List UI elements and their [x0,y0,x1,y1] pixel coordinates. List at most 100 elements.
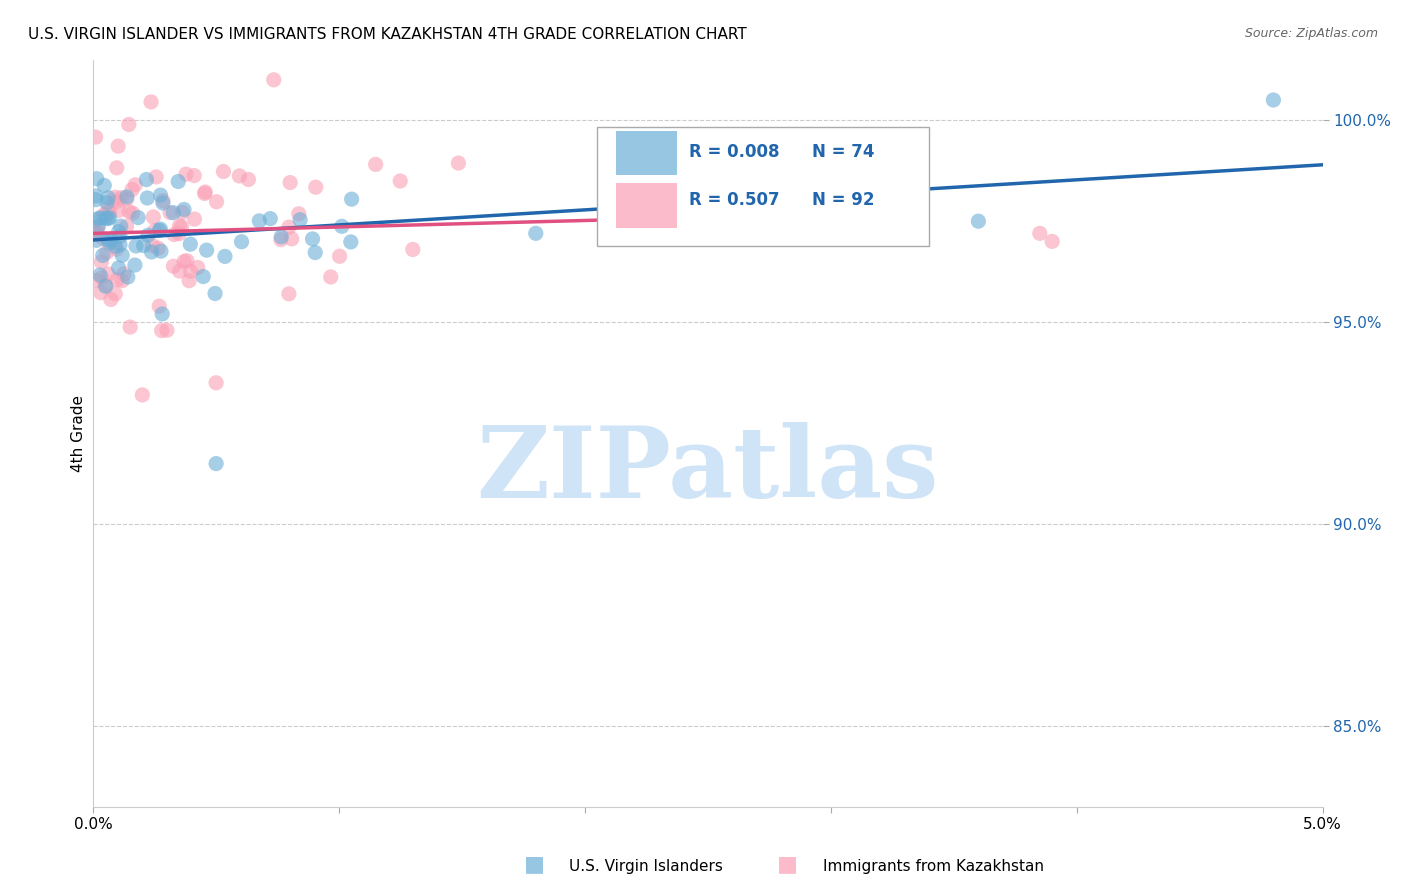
Immigrants from Kazakhstan [139,95,162,109]
Immigrants from Kazakhstan [278,176,301,190]
Immigrants from Kazakhstan [112,267,135,281]
Immigrants from Kazakhstan [87,220,110,235]
Immigrants from Kazakhstan [104,286,127,301]
U.S. Virgin Islanders [304,245,326,260]
U.S. Virgin Islanders [108,237,131,252]
Immigrants from Kazakhstan [105,194,128,209]
Immigrants from Kazakhstan [96,245,118,260]
Immigrants from Kazakhstan [98,205,121,219]
U.S. Virgin Islanders [330,219,353,234]
U.S. Virgin Islanders [86,171,108,186]
U.S. Virgin Islanders [173,202,195,217]
U.S. Virgin Islanders [100,232,122,246]
Immigrants from Kazakhstan [141,238,163,252]
U.S. Virgin Islanders [136,191,159,205]
Immigrants from Kazakhstan [319,269,342,284]
Immigrants from Kazakhstan [97,202,120,216]
U.S. Virgin Islanders [93,178,115,193]
U.S. Virgin Islanders [94,211,117,226]
Immigrants from Kazakhstan [90,255,112,269]
Immigrants from Kazakhstan [97,267,120,281]
Immigrants from Kazakhstan [108,203,131,218]
Immigrants from Kazakhstan [205,194,228,209]
U.S. Virgin Islanders [148,223,170,237]
Immigrants from Kazakhstan [90,285,112,300]
U.S. Virgin Islanders [259,211,281,226]
U.S. Virgin Islanders [84,189,107,203]
Immigrants from Kazakhstan [163,227,186,242]
Immigrants from Kazakhstan [84,223,107,237]
U.S. Virgin Islanders [89,268,111,282]
Immigrants from Kazakhstan [305,180,328,194]
Immigrants from Kazakhstan [169,264,191,278]
Immigrants from Kazakhstan [277,286,299,301]
U.S. Virgin Islanders [167,174,190,188]
Immigrants from Kazakhstan [150,324,173,338]
U.S. Virgin Islanders [149,188,172,202]
U.S. Virgin Islanders [214,249,236,263]
Immigrants from Kazakhstan [86,273,108,287]
U.S. Virgin Islanders [524,227,547,241]
U.S. Virgin Islanders [117,270,139,285]
Immigrants from Kazakhstan [118,204,141,219]
U.S. Virgin Islanders [96,195,118,210]
U.S. Virgin Islanders [231,235,253,249]
U.S. Virgin Islanders [193,269,215,284]
Immigrants from Kazakhstan [162,259,184,273]
Text: Source: ZipAtlas.com: Source: ZipAtlas.com [1244,27,1378,40]
U.S. Virgin Islanders [967,214,990,228]
Immigrants from Kazakhstan [142,210,165,224]
U.S. Virgin Islanders [1263,93,1285,107]
U.S. Virgin Islanders [94,279,117,293]
Immigrants from Kazakhstan [170,219,193,234]
Immigrants from Kazakhstan [105,161,128,175]
U.S. Virgin Islanders [86,211,108,226]
Immigrants from Kazakhstan [402,243,425,257]
Immigrants from Kazakhstan [278,220,301,235]
Immigrants from Kazakhstan [115,192,138,206]
Immigrants from Kazakhstan [1029,227,1052,241]
Immigrants from Kazakhstan [205,376,228,390]
Immigrants from Kazakhstan [179,274,201,288]
Immigrants from Kazakhstan [93,208,115,222]
Immigrants from Kazakhstan [124,178,146,192]
Immigrants from Kazakhstan [194,186,217,201]
U.S. Virgin Islanders [87,219,110,234]
Text: R = 0.008: R = 0.008 [689,143,780,161]
Immigrants from Kazakhstan [143,223,166,237]
U.S. Virgin Islanders [98,235,121,250]
Immigrants from Kazakhstan [172,205,194,219]
Immigrants from Kazakhstan [121,183,143,197]
Immigrants from Kazakhstan [100,293,122,307]
U.S. Virgin Islanders [97,233,120,247]
U.S. Virgin Islanders [270,230,292,244]
U.S. Virgin Islanders [149,222,172,236]
Immigrants from Kazakhstan [84,130,107,145]
Text: Immigrants from Kazakhstan: Immigrants from Kazakhstan [823,859,1043,874]
Immigrants from Kazakhstan [107,139,129,153]
Immigrants from Kazakhstan [169,219,191,233]
U.S. Virgin Islanders [301,232,323,246]
Immigrants from Kazakhstan [159,205,181,219]
U.S. Virgin Islanders [204,286,226,301]
Text: U.S. Virgin Islanders: U.S. Virgin Islanders [569,859,723,874]
Immigrants from Kazakhstan [84,227,107,241]
Immigrants from Kazakhstan [148,299,170,313]
U.S. Virgin Islanders [110,219,132,234]
U.S. Virgin Islanders [340,192,363,206]
Immigrants from Kazakhstan [173,254,195,268]
U.S. Virgin Islanders [288,212,311,227]
Immigrants from Kazakhstan [287,207,309,221]
U.S. Virgin Islanders [107,225,129,239]
Immigrants from Kazakhstan [146,241,169,255]
Immigrants from Kazakhstan [364,157,387,171]
Text: ■: ■ [524,855,544,874]
U.S. Virgin Islanders [127,211,149,225]
U.S. Virgin Islanders [108,229,131,244]
U.S. Virgin Islanders [149,244,172,259]
U.S. Virgin Islanders [162,205,184,219]
FancyBboxPatch shape [616,183,678,227]
U.S. Virgin Islanders [115,190,138,204]
Immigrants from Kazakhstan [105,273,128,287]
Immigrants from Kazakhstan [120,320,142,334]
